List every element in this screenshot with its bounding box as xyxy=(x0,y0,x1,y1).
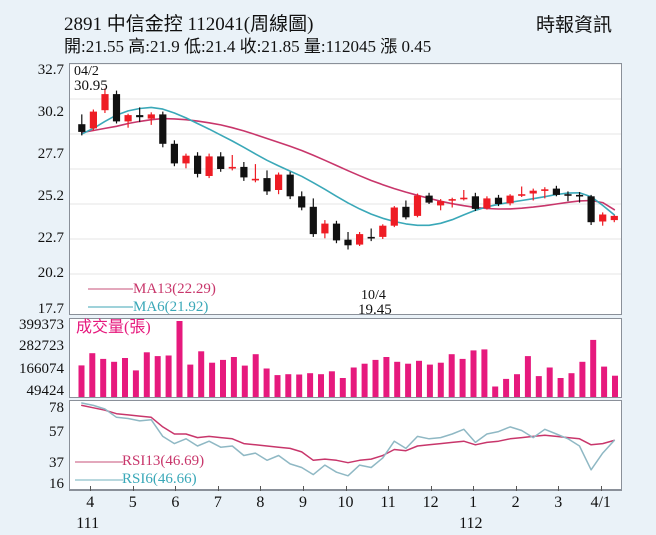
rsi-tick-0: 78 xyxy=(49,400,64,416)
price-tick-4: 22.7 xyxy=(37,230,64,246)
rsi-tick-2: 37 xyxy=(49,455,64,471)
x-tick-mark-3 xyxy=(217,486,219,491)
rsi-chart-svg xyxy=(81,402,616,477)
x-tick-label-7: 11 xyxy=(380,494,396,511)
x-tick-label-2: 6 xyxy=(171,494,180,511)
high-annotation-value: 30.95 xyxy=(74,78,108,94)
x-tick-label-1: 5 xyxy=(128,494,137,511)
price-tick-2: 27.7 xyxy=(37,146,64,162)
volume-tick-3: 49424 xyxy=(26,383,65,399)
x-tick-mark-5 xyxy=(303,486,304,491)
rsi6-legend-label: RSI6(46.66) xyxy=(122,471,197,487)
x-axis-year-label-0: 111 xyxy=(76,515,100,532)
page-title: 2891 中信金控 112041(周線圖) xyxy=(64,14,314,35)
volume-chart-svg xyxy=(78,321,618,397)
rsi13-legend-label: RSI13(46.69) xyxy=(122,453,205,469)
x-tick-label-5: 9 xyxy=(298,494,307,511)
ma6-legend-swatch xyxy=(88,306,133,308)
x-tick-label-3: 7 xyxy=(213,494,222,511)
rsi13-legend-swatch xyxy=(75,461,123,463)
low-annotation-value: 19.45 xyxy=(358,302,392,318)
price-chart-svg xyxy=(70,64,621,275)
x-tick-label-4: 8 xyxy=(256,494,265,511)
price-tick-1: 30.2 xyxy=(37,104,64,120)
rsi-tick-3: 16 xyxy=(49,476,64,492)
volume-panel-title: 成交量(張) xyxy=(76,319,151,336)
x-tick-mark-7 xyxy=(388,486,389,491)
ma6-legend-label: MA6(21.92) xyxy=(133,299,209,315)
x-tick-mark-10 xyxy=(515,486,517,491)
rsi-tick-1: 57 xyxy=(49,424,64,440)
price-tick-6: 17.7 xyxy=(37,301,64,317)
x-tick-mark-11 xyxy=(558,486,560,491)
chart-header: 2891 中信金控 112041(周線圖) 開:21.55 高:21.9 低:2… xyxy=(0,0,656,56)
x-tick-label-6: 10 xyxy=(337,494,354,511)
x-tick-label-12: 4/1 xyxy=(590,494,611,511)
x-tick-label-10: 2 xyxy=(511,494,520,511)
price-panel xyxy=(69,63,622,315)
ma13-legend-swatch xyxy=(88,288,133,290)
x-tick-mark-12 xyxy=(600,486,602,491)
x-tick-mark-6 xyxy=(345,486,347,491)
x-tick-mark-4 xyxy=(260,486,262,491)
price-tick-0: 32.7 xyxy=(37,62,64,78)
ma13-legend-label: MA13(22.29) xyxy=(133,281,216,297)
x-tick-label-11: 3 xyxy=(554,494,563,511)
x-tick-mark-1 xyxy=(132,486,134,491)
volume-panel xyxy=(69,318,622,398)
x-tick-label-8: 12 xyxy=(422,494,439,511)
x-axis-year-label-1: 112 xyxy=(459,515,483,532)
price-tick-5: 20.2 xyxy=(37,265,64,281)
rsi-panel xyxy=(69,400,622,490)
volume-tick-0: 399373 xyxy=(19,317,64,333)
quote-summary: 開:21.55 高:21.9 低:21.4 收:21.85 量:112045 漲… xyxy=(64,37,432,56)
low-annotation-date: 10/4 xyxy=(361,288,386,303)
x-tick-mark-8 xyxy=(430,486,432,491)
high-annotation-date: 04/2 xyxy=(74,64,99,79)
x-tick-label-9: 1 xyxy=(469,494,478,511)
x-tick-mark-2 xyxy=(175,486,177,491)
x-tick-mark-9 xyxy=(473,486,475,491)
price-tick-3: 25.2 xyxy=(37,188,64,204)
x-tick-mark-0 xyxy=(90,486,92,491)
x-tick-label-0: 4 xyxy=(86,494,95,511)
rsi6-legend-swatch xyxy=(75,479,123,481)
volume-tick-2: 166074 xyxy=(19,361,64,377)
volume-tick-1: 282723 xyxy=(19,338,64,354)
source-label: 時報資訊 xyxy=(536,15,613,36)
